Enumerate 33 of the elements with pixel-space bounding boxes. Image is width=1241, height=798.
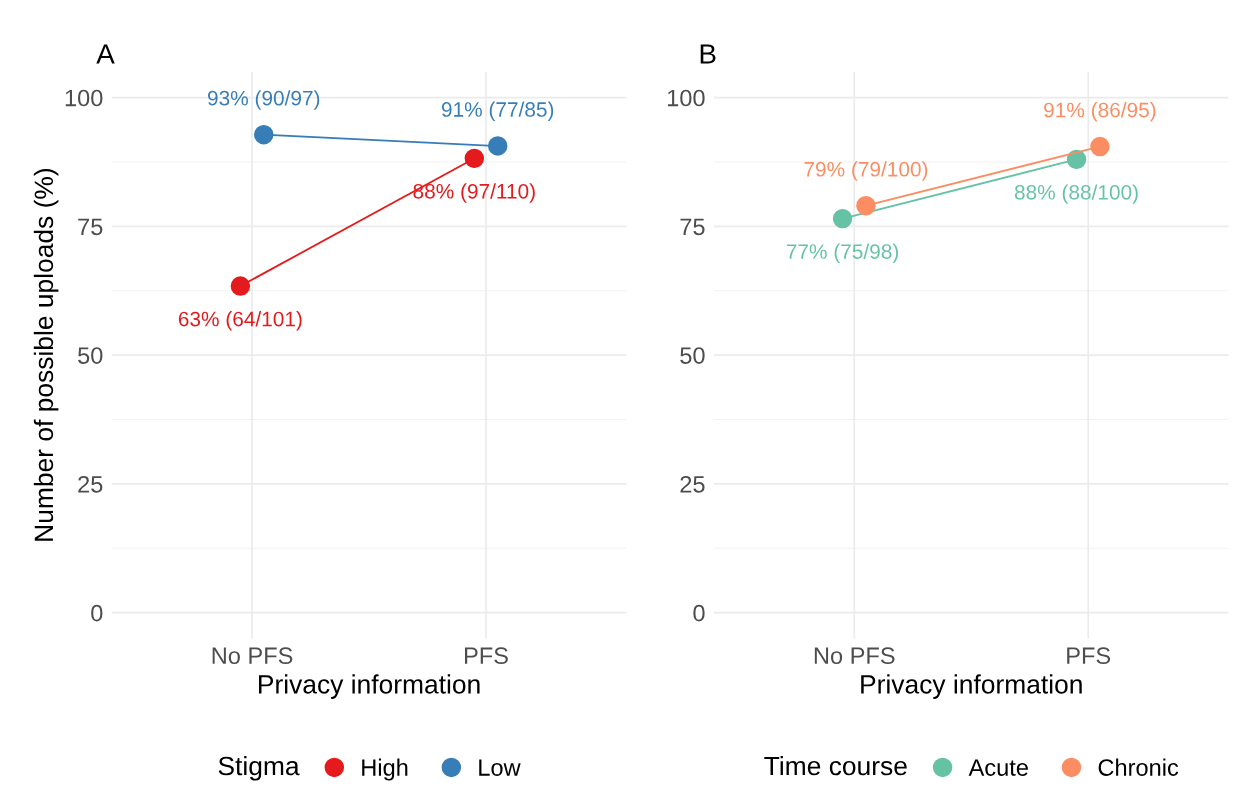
x-tick-label: PFS	[464, 647, 508, 665]
y-tick-label: 25	[680, 475, 705, 493]
x-axis-title: Privacy information	[861, 674, 1082, 699]
y-axis-title: Number of possible uploads (%)	[33, 168, 59, 541]
y-tick-label: 100	[65, 89, 103, 107]
y-tick-label: 75	[680, 218, 705, 236]
y-tick-label: 75	[78, 218, 103, 236]
data-label: 93% (90/97)	[207, 90, 320, 110]
x-tick-label: No PFS	[814, 647, 895, 665]
legend-label: Low	[479, 759, 521, 776]
legend-title: Time course	[764, 755, 907, 776]
y-tick-label: 0	[91, 604, 103, 622]
data-label: 63% (64/101)	[178, 311, 302, 331]
legend-label: Acute	[968, 759, 1028, 776]
chart-title: B	[700, 44, 716, 64]
y-tick-label: 100	[667, 89, 705, 107]
y-tick-label: 25	[78, 475, 103, 493]
x-axis-title: Privacy information	[259, 674, 480, 699]
legend-title: Stigma	[218, 755, 300, 781]
legend-label: Chronic	[1098, 758, 1179, 776]
data-label: 91% (77/85)	[441, 101, 554, 121]
x-tick-label: PFS	[1067, 647, 1111, 665]
y-tick-label: 50	[78, 347, 103, 364]
x-tick-label: No PFS	[212, 647, 293, 665]
data-label: 77% (75/98)	[786, 243, 899, 264]
y-tick-label: 0	[693, 604, 705, 622]
data-label: 91% (86/95)	[1044, 102, 1156, 122]
chart-title: A	[96, 44, 115, 64]
y-tick-label: 50	[680, 347, 705, 364]
data-label: 88% (88/100)	[1014, 184, 1138, 204]
data-label: 79% (79/100)	[804, 161, 928, 181]
legend-label: High	[362, 758, 408, 781]
data-label: 88% (97/110)	[413, 183, 535, 203]
